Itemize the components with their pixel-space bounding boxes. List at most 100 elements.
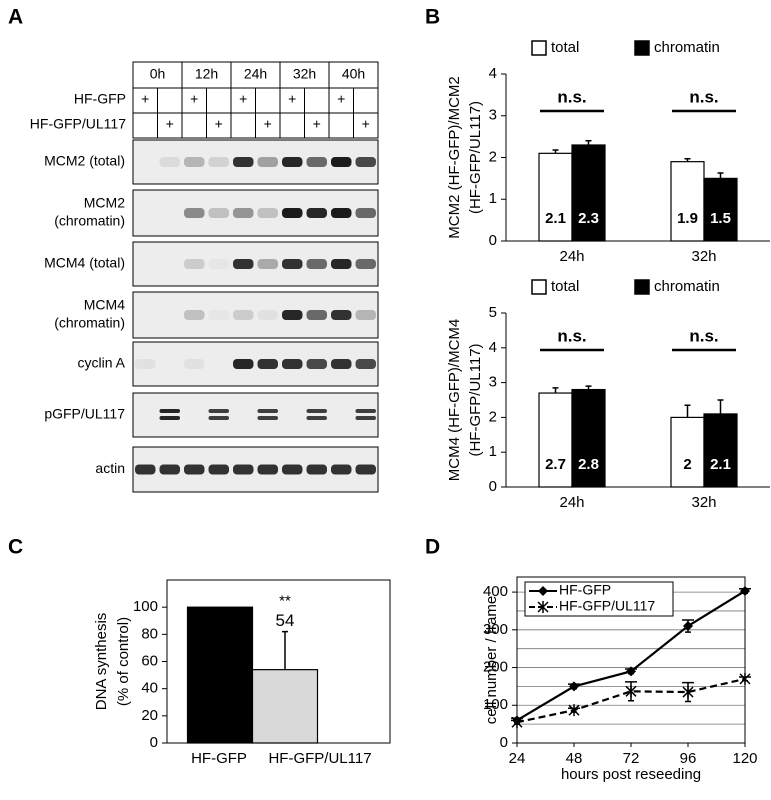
blot-band	[208, 208, 229, 218]
annotation: n.s.	[689, 87, 718, 106]
legend-label: HF-GFP/UL117	[559, 598, 655, 614]
blot-band	[184, 157, 205, 167]
blot-band	[209, 310, 230, 320]
bar	[538, 392, 573, 488]
data-label: 2	[683, 456, 691, 473]
blot-band	[208, 464, 229, 475]
bar	[571, 144, 606, 242]
y-tick-label: 3	[489, 374, 497, 391]
x-tick-label: 24h	[559, 494, 584, 511]
blot-band	[209, 259, 230, 269]
legend-swatch	[634, 279, 650, 295]
data-label: 2.1	[545, 210, 566, 227]
legend-label: chromatin	[654, 278, 720, 295]
y-tick-label: 40	[141, 680, 158, 697]
y-tick-label: 0	[489, 478, 497, 495]
marker	[739, 672, 751, 685]
blot-strip	[132, 392, 379, 438]
blot-band	[159, 416, 180, 420]
blot-band	[282, 157, 303, 167]
plus-sign: +	[264, 116, 272, 132]
x-tick-label: HF-GFP/UL117	[268, 750, 371, 767]
plus-sign: +	[190, 91, 198, 107]
blot-band	[257, 359, 278, 369]
error-bar	[717, 399, 724, 414]
blot-band	[306, 157, 327, 167]
y-axis-label: cell number / frame	[483, 596, 500, 724]
blot-band	[257, 416, 278, 420]
panel-label: D	[425, 536, 440, 559]
plus-sign: +	[215, 116, 223, 132]
legend-swatch	[531, 40, 547, 56]
blot-band	[355, 359, 376, 369]
series-line	[516, 677, 746, 724]
blot-band	[184, 359, 205, 369]
row-label: (chromatin)	[54, 315, 125, 331]
blot-band	[233, 310, 254, 320]
blot-band	[282, 208, 303, 218]
legend-label: chromatin	[654, 39, 720, 56]
bar	[703, 177, 738, 242]
x-axis-label: hours post reseeding	[561, 766, 701, 783]
plus-sign: +	[141, 91, 149, 107]
blot-band	[306, 416, 327, 420]
error-bar	[585, 140, 592, 145]
blot-band	[135, 464, 156, 475]
data-label: 2.3	[578, 210, 599, 227]
blot-band	[159, 409, 180, 413]
x-tick-label: 24h	[559, 248, 584, 265]
marker	[511, 716, 523, 729]
marker	[682, 686, 694, 699]
blot-band	[355, 208, 376, 218]
blot-band	[159, 464, 180, 475]
y-tick-label: 0	[500, 734, 508, 751]
y-axis-label: MCM4 (HF-GFP)/MCM4	[446, 319, 463, 481]
y-tick-label: 1	[489, 443, 497, 460]
blot-band	[355, 157, 376, 167]
bar	[670, 416, 705, 488]
y-axis-label: MCM2 (HF-GFP)/MCM2	[446, 76, 463, 238]
data-label: 54	[276, 611, 295, 630]
y-tick-label: 200	[483, 659, 508, 676]
timepoint: 12h	[195, 66, 218, 82]
marker	[683, 621, 693, 632]
blot-band	[306, 409, 327, 413]
x-tick-label: 32h	[691, 494, 716, 511]
panel-label: A	[8, 6, 23, 29]
x-tick-label: 32h	[691, 248, 716, 265]
condition-label: HF-GFP/UL117	[30, 116, 126, 132]
blot-band	[355, 409, 376, 413]
error-bar	[717, 172, 724, 179]
x-tick-label: HF-GFP	[191, 750, 247, 767]
y-axis-label: DNA synthesis	[93, 613, 110, 711]
blot-band	[282, 359, 303, 369]
blot-band	[331, 259, 352, 269]
error-bar	[552, 387, 559, 394]
y-axis-label: (HF-GFP/UL117)	[467, 101, 484, 214]
y-tick-label: 20	[141, 707, 158, 724]
x-tick-label: 48	[566, 750, 583, 767]
blot-band	[184, 310, 205, 320]
blot-band	[355, 259, 376, 269]
blot-band	[184, 259, 205, 269]
row-label: MCM2	[84, 195, 125, 211]
y-axis-label: (HF-GFP/UL117)	[467, 343, 484, 456]
y-tick-label: 0	[150, 734, 158, 751]
timepoint: 0h	[150, 66, 166, 82]
error-bar	[282, 630, 288, 670]
data-label: 2.7	[545, 456, 566, 473]
legend-label: HF-GFP	[559, 582, 611, 598]
y-axis-label: (% of control)	[115, 617, 132, 706]
bar	[538, 152, 573, 242]
blot-band	[233, 208, 254, 218]
marker	[625, 685, 637, 698]
y-tick-label: 4	[489, 65, 497, 82]
y-tick-label: 100	[133, 598, 158, 615]
marker	[569, 681, 579, 692]
blot-band	[135, 359, 156, 369]
marker	[537, 601, 549, 613]
plus-sign: +	[362, 116, 370, 132]
x-tick-label: 96	[680, 750, 697, 767]
y-tick-label: 0	[489, 232, 497, 249]
blot-band	[233, 464, 254, 475]
